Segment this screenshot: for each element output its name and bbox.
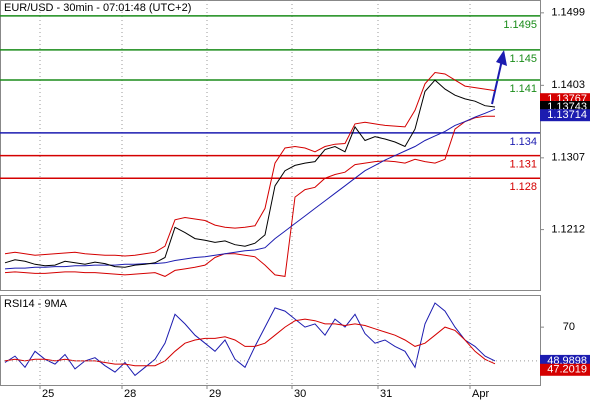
rsi-box-label: 47.2019 [547,364,587,376]
x-tick-label: 28 [124,388,136,400]
rsi-title: RSI14 - 9MA [4,298,68,310]
level-label: 1.145 [509,53,537,65]
series-line [4,318,496,367]
x-tick-label: 25 [42,388,54,400]
price-box [540,109,590,122]
x-tick-label: 30 [294,388,306,400]
series-line [4,108,496,270]
series-line [4,71,496,257]
level-label: 1.141 [509,83,537,95]
series-line [4,115,495,277]
x-tick-label: Apr [472,388,489,400]
price-panel [0,0,541,291]
y-tick-label: 1.1212 [551,223,585,235]
arrow [491,59,503,105]
price-box-label: 1.13714 [547,109,587,121]
level-label: 1.128 [509,181,537,193]
level-label: 1.134 [509,136,537,148]
y-tick-label: 70 [563,321,575,333]
chart-title: EUR/USD - 30min - 07:01:48 (UTC+2) [4,2,191,14]
level-label: 1.131 [509,158,537,170]
rsi-panel [0,295,541,386]
y-tick-label: 1.1307 [551,152,585,164]
series-line [4,302,496,377]
x-tick-label: 29 [209,388,221,400]
series-line [4,79,496,268]
x-tick-label: 31 [380,388,392,400]
y-tick-label: 1.1403 [551,79,585,91]
rsi-box [540,363,590,376]
arrow-head [496,50,507,66]
y-tick-label: 1.1499 [551,7,585,19]
level-label: 1.1495 [503,19,537,31]
